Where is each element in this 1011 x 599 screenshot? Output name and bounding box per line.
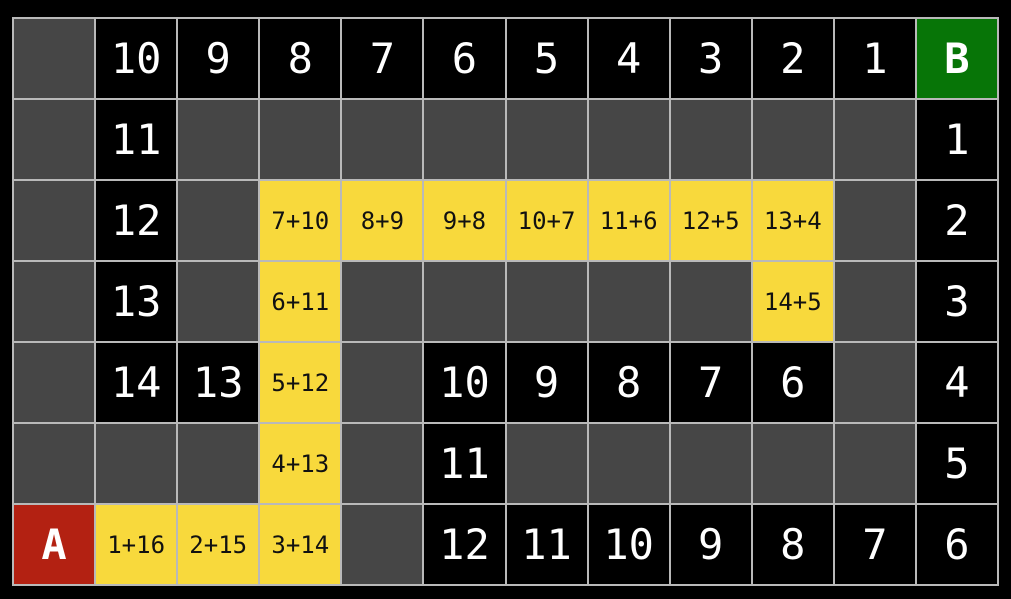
cell-r3-c11[interactable]: 3	[916, 262, 997, 341]
cell-r1-c6[interactable]	[506, 100, 587, 179]
cell-r4-c4[interactable]	[342, 343, 423, 422]
cell-r6-c10[interactable]: 7	[834, 505, 915, 584]
cell-r4-c3[interactable]: 5+12	[260, 343, 341, 422]
cell-r4-c7[interactable]: 8	[588, 343, 669, 422]
cell-r5-c7[interactable]	[588, 424, 669, 503]
cell-r1-c8[interactable]	[670, 100, 751, 179]
cell-r2-c1[interactable]: 12	[96, 181, 177, 260]
cell-r6-c5[interactable]: 12	[424, 505, 505, 584]
cell-r3-c5[interactable]	[424, 262, 505, 341]
cell-r6-c4[interactable]	[342, 505, 423, 584]
cell-r6-c8[interactable]: 9	[670, 505, 751, 584]
cell-r2-c0[interactable]	[14, 181, 95, 260]
cell-r2-c10[interactable]	[834, 181, 915, 260]
cell-r0-c8[interactable]: 3	[670, 19, 751, 98]
cell-r1-c10[interactable]	[834, 100, 915, 179]
cell-r2-c8[interactable]: 12+5	[670, 181, 751, 260]
pathfinding-grid: 10 9 8 7 6 5 4 3 2 1 B 11 1 12 7+10 8+9 9+8 10+7 11+6 12+5 1…	[12, 17, 999, 586]
cell-r6-c9[interactable]: 8	[752, 505, 833, 584]
cell-r0-c9[interactable]: 2	[752, 19, 833, 98]
cell-r4-c11[interactable]: 4	[916, 343, 997, 422]
cell-r3-c8[interactable]	[670, 262, 751, 341]
cell-r1-c0[interactable]	[14, 100, 95, 179]
cell-r4-c6[interactable]: 9	[506, 343, 587, 422]
cell-r2-c5[interactable]: 9+8	[424, 181, 505, 260]
cell-r0-c7[interactable]: 4	[588, 19, 669, 98]
cell-r6-c1[interactable]: 1+16	[96, 505, 177, 584]
cell-r6-c2[interactable]: 2+15	[178, 505, 259, 584]
cell-r0-c3[interactable]: 8	[260, 19, 341, 98]
cell-r5-c0[interactable]	[14, 424, 95, 503]
cell-r1-c11[interactable]: 1	[916, 100, 997, 179]
cell-r6-c7[interactable]: 10	[588, 505, 669, 584]
cell-r4-c9[interactable]: 6	[752, 343, 833, 422]
cell-r5-c2[interactable]	[178, 424, 259, 503]
cell-r2-c4[interactable]: 8+9	[342, 181, 423, 260]
cell-r5-c8[interactable]	[670, 424, 751, 503]
cell-r2-c3[interactable]: 7+10	[260, 181, 341, 260]
cell-r2-c7[interactable]: 11+6	[588, 181, 669, 260]
cell-r3-c6[interactable]	[506, 262, 587, 341]
cell-r3-c1[interactable]: 13	[96, 262, 177, 341]
cell-r0-c6[interactable]: 5	[506, 19, 587, 98]
cell-r1-c9[interactable]	[752, 100, 833, 179]
cell-r5-c4[interactable]	[342, 424, 423, 503]
cell-r4-c0[interactable]	[14, 343, 95, 422]
cell-r4-c2[interactable]: 13	[178, 343, 259, 422]
cell-r4-c1[interactable]: 14	[96, 343, 177, 422]
cell-r2-c2[interactable]	[178, 181, 259, 260]
cell-r6-c0-start[interactable]: A	[14, 505, 95, 584]
cell-r5-c11[interactable]: 5	[916, 424, 997, 503]
cell-r3-c2[interactable]	[178, 262, 259, 341]
cell-r5-c10[interactable]	[834, 424, 915, 503]
cell-r6-c3[interactable]: 3+14	[260, 505, 341, 584]
cell-r2-c11[interactable]: 2	[916, 181, 997, 260]
cell-r4-c10[interactable]	[834, 343, 915, 422]
cell-r1-c2[interactable]	[178, 100, 259, 179]
cell-r0-c5[interactable]: 6	[424, 19, 505, 98]
cell-r5-c6[interactable]	[506, 424, 587, 503]
cell-r5-c1[interactable]	[96, 424, 177, 503]
cell-r6-c11[interactable]: 6	[916, 505, 997, 584]
cell-r3-c10[interactable]	[834, 262, 915, 341]
cell-r3-c0[interactable]	[14, 262, 95, 341]
cell-r2-c6[interactable]: 10+7	[506, 181, 587, 260]
cell-r0-c2[interactable]: 9	[178, 19, 259, 98]
cell-r2-c9[interactable]: 13+4	[752, 181, 833, 260]
cell-r0-c11-goal[interactable]: B	[916, 19, 997, 98]
cell-r1-c1[interactable]: 11	[96, 100, 177, 179]
cell-r3-c9[interactable]: 14+5	[752, 262, 833, 341]
cell-r3-c4[interactable]	[342, 262, 423, 341]
cell-r3-c7[interactable]	[588, 262, 669, 341]
cell-r1-c4[interactable]	[342, 100, 423, 179]
cell-r1-c7[interactable]	[588, 100, 669, 179]
cell-r0-c4[interactable]: 7	[342, 19, 423, 98]
cell-r0-c0[interactable]	[14, 19, 95, 98]
cell-r4-c8[interactable]: 7	[670, 343, 751, 422]
cell-r1-c3[interactable]	[260, 100, 341, 179]
cell-r5-c5[interactable]: 11	[424, 424, 505, 503]
cell-r3-c3[interactable]: 6+11	[260, 262, 341, 341]
cell-r5-c9[interactable]	[752, 424, 833, 503]
cell-r5-c3[interactable]: 4+13	[260, 424, 341, 503]
cell-r1-c5[interactable]	[424, 100, 505, 179]
cell-r4-c5[interactable]: 10	[424, 343, 505, 422]
cell-r0-c1[interactable]: 10	[96, 19, 177, 98]
cell-r6-c6[interactable]: 11	[506, 505, 587, 584]
cell-r0-c10[interactable]: 1	[834, 19, 915, 98]
